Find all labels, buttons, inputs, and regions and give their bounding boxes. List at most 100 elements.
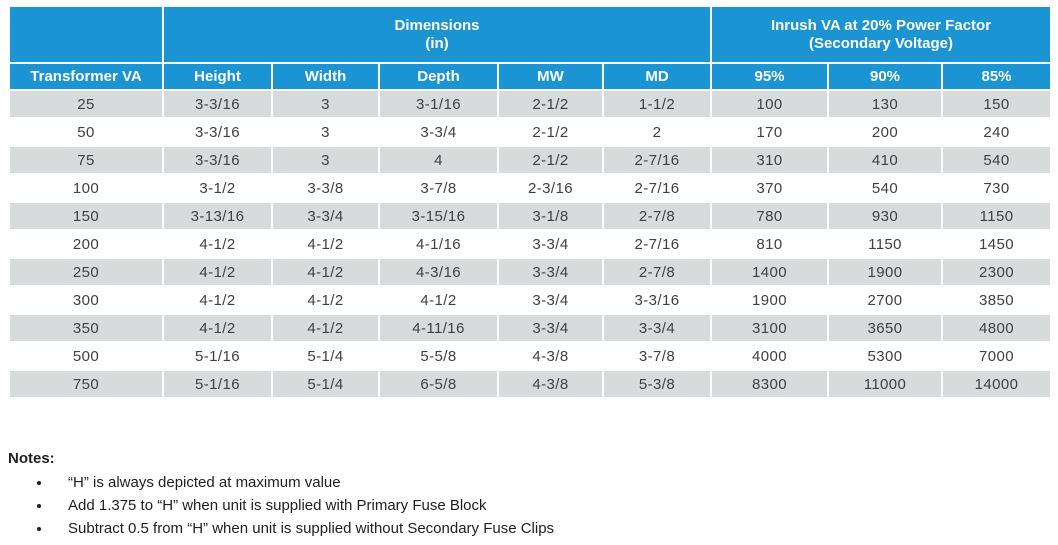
inrush-group-label-line2: (Secondary Voltage)	[809, 34, 953, 52]
table-cell: 8300	[710, 369, 829, 399]
note-item: Add 1.375 to “H” when unit is supplied w…	[52, 494, 1058, 517]
table-cell: 5-1/4	[271, 369, 380, 399]
table-body: 25 3-3/16 3 3-1/16 2-1/2 1-1/2 100 130 150 50 3-3/…	[8, 89, 1053, 399]
table-cell: 1400	[710, 257, 829, 287]
table-cell: 200	[827, 117, 943, 147]
table-cell: 5-3/8	[602, 369, 712, 399]
table-cell: 3-3/16	[162, 117, 273, 147]
table-cell: 3-15/16	[378, 201, 499, 231]
table-cell: 150	[8, 201, 164, 231]
table-cell: 3650	[827, 313, 943, 343]
table-cell: 3-1/16	[378, 89, 499, 119]
column-header-width: Width	[271, 62, 380, 91]
table-cell: 540	[827, 173, 943, 203]
table-cell: 14000	[940, 369, 1053, 399]
table-cell: 3-3/4	[378, 117, 499, 147]
table-cell: 5-1/16	[162, 341, 273, 371]
table-cell: 3-3/8	[271, 173, 380, 203]
table-cell: 3-3/4	[497, 285, 604, 315]
table-cell: 3-3/4	[497, 229, 604, 259]
table-cell: 3-7/8	[378, 173, 499, 203]
table-row: 25 3-3/16 3 3-1/16 2-1/2 1-1/2 100 130 150	[8, 89, 1053, 119]
table-row: 150 3-13/16 3-3/4 3-15/16 3-1/8 2-7/8 780 930 11…	[8, 201, 1053, 231]
table-row: 200 4-1/2 4-1/2 4-1/16 3-3/4 2-7/16 810 1150 145…	[8, 229, 1053, 259]
table-cell: 3	[271, 145, 380, 175]
table-cell: 200	[8, 229, 164, 259]
table-cell: 3850	[940, 285, 1053, 315]
table-cell: 4-3/16	[378, 257, 499, 287]
dimensions-group-label-line1: Dimensions	[394, 16, 480, 34]
table-cell: 11000	[827, 369, 943, 399]
dimensions-group-label-line2: (in)	[425, 34, 449, 52]
table-cell: 410	[827, 145, 943, 175]
table-cell: 780	[710, 201, 829, 231]
table-cell: 540	[940, 145, 1053, 175]
table-cell: 3-3/4	[497, 313, 604, 343]
table-cell: 2-3/16	[497, 173, 604, 203]
table-cell: 4-1/2	[271, 257, 380, 287]
note-item: Subtract 0.5 from “H” when unit is suppl…	[52, 517, 1058, 540]
table-cell: 3-3/4	[497, 257, 604, 287]
table-cell: 3-7/8	[602, 341, 712, 371]
table-cell: 810	[710, 229, 829, 259]
table-cell: 100	[710, 89, 829, 119]
table-cell: 2	[602, 117, 712, 147]
table-row: 500 5-1/16 5-1/4 5-5/8 4-3/8 3-7/8 4000 5300 700…	[8, 341, 1053, 371]
table-cell: 3-3/4	[602, 313, 712, 343]
table-cell: 2-1/2	[497, 145, 604, 175]
table-cell: 5-1/16	[162, 369, 273, 399]
table-cell: 5300	[827, 341, 943, 371]
table-cell: 3-3/16	[162, 145, 273, 175]
table-cell: 3-3/16	[162, 89, 273, 119]
table-cell: 6-5/8	[378, 369, 499, 399]
table-cell: 4-1/16	[378, 229, 499, 259]
table-cell: 150	[940, 89, 1053, 119]
table-cell: 4-3/8	[497, 369, 604, 399]
table-cell: 730	[940, 173, 1053, 203]
table-cell: 240	[940, 117, 1053, 147]
notes-list: “H” is always depicted at maximum value …	[8, 471, 1058, 540]
table-row: 100 3-1/2 3-3/8 3-7/8 2-3/16 2-7/16 370 540 730	[8, 173, 1053, 203]
table-row: 350 4-1/2 4-1/2 4-11/16 3-3/4 3-3/4 3100 3650 48…	[8, 313, 1053, 343]
header-blank-cell	[8, 5, 164, 64]
note-item: “H” is always depicted at maximum value	[52, 471, 1058, 494]
table-cell: 300	[8, 285, 164, 315]
table-cell: 4-1/2	[271, 229, 380, 259]
table-cell: 4-1/2	[162, 313, 273, 343]
table-cell: 5-5/8	[378, 341, 499, 371]
table-cell: 2-7/8	[602, 201, 712, 231]
column-header-95pct: 95%	[710, 62, 829, 91]
table-row: 75 3-3/16 3 4 2-1/2 2-7/16 310 410 540	[8, 145, 1053, 175]
table-cell: 50	[8, 117, 164, 147]
table-cell: 310	[710, 145, 829, 175]
table-cell: 5-1/4	[271, 341, 380, 371]
table-cell: 2-7/8	[602, 257, 712, 287]
table-header: Dimensions (in) Inrush VA at 20% Power F…	[8, 5, 1053, 91]
header-group-row: Dimensions (in) Inrush VA at 20% Power F…	[8, 5, 1053, 64]
table-cell: 2-1/2	[497, 89, 604, 119]
inrush-group-label-line1: Inrush VA at 20% Power Factor	[770, 16, 992, 34]
table-cell: 750	[8, 369, 164, 399]
table-cell: 4800	[940, 313, 1053, 343]
header-group-inrush: Inrush VA at 20% Power Factor (Secondary…	[709, 5, 1053, 64]
table-cell: 4-11/16	[378, 313, 499, 343]
notes-heading: Notes:	[8, 450, 55, 467]
column-header-depth: Depth	[378, 62, 499, 91]
table-cell: 2-7/16	[602, 229, 712, 259]
table-cell: 2-1/2	[497, 117, 604, 147]
table-cell: 3-1/8	[497, 201, 604, 231]
table-row: 250 4-1/2 4-1/2 4-3/16 3-3/4 2-7/8 1400 1900 230…	[8, 257, 1053, 287]
table-cell: 1900	[710, 285, 829, 315]
table-row: 750 5-1/16 5-1/4 6-5/8 4-3/8 5-3/8 8300 11000 14…	[8, 369, 1053, 399]
table-row: 300 4-1/2 4-1/2 4-1/2 3-3/4 3-3/16 1900 2700 385…	[8, 285, 1053, 315]
table-cell: 2-7/16	[602, 173, 712, 203]
notes-section: Notes: “H” is always depicted at maximum…	[8, 450, 1058, 540]
table-cell: 7000	[940, 341, 1053, 371]
table-cell: 930	[827, 201, 943, 231]
table-cell: 4	[378, 145, 499, 175]
table-cell: 100	[8, 173, 164, 203]
table-cell: 4-1/2	[162, 257, 273, 287]
table-cell: 4-1/2	[271, 285, 380, 315]
table-cell: 3	[271, 117, 380, 147]
